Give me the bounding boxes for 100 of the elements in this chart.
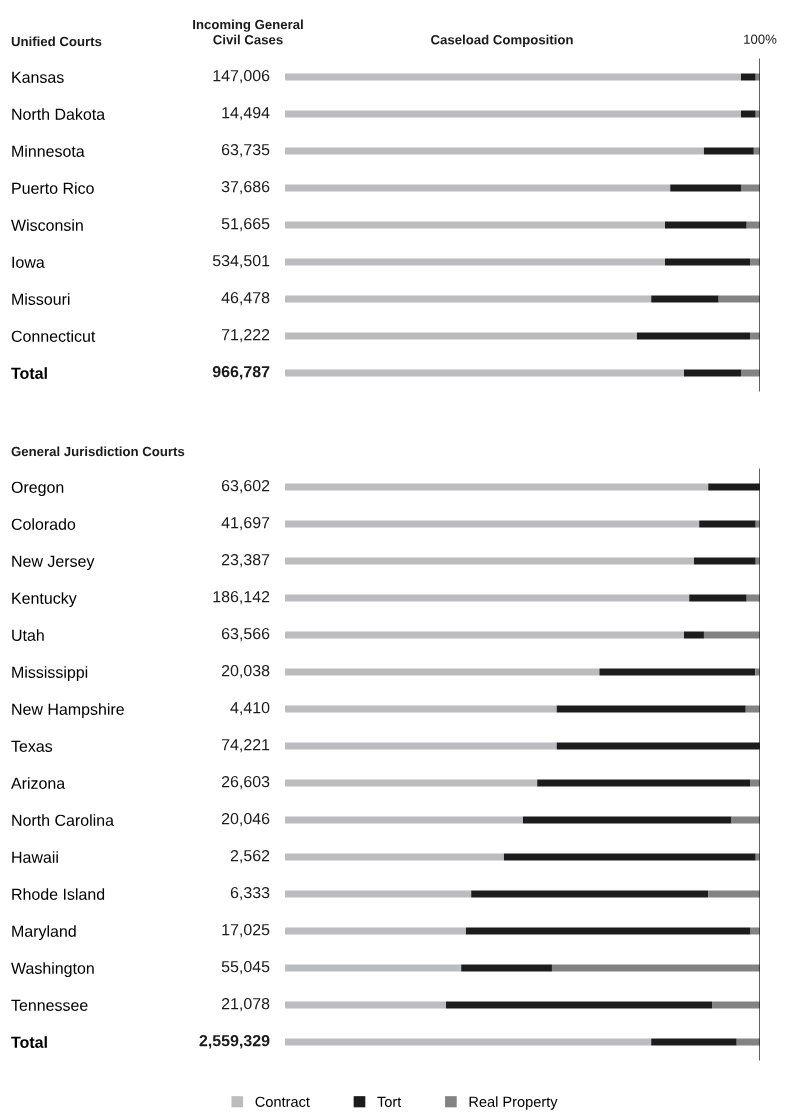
text: 55,045	[221, 960, 270, 975]
bar	[741, 369, 760, 377]
bar	[285, 779, 538, 787]
text: 21,078	[221, 997, 270, 1012]
y-tick-label: New Hampshire	[12, 703, 124, 719]
text: 46,478	[221, 291, 270, 306]
legend-label: Contract	[255, 1096, 310, 1107]
bar	[684, 631, 704, 639]
text: 17,025	[222, 923, 270, 938]
bar	[670, 184, 741, 192]
bar	[285, 927, 466, 935]
bar	[665, 221, 747, 229]
bar	[703, 147, 754, 155]
bar	[708, 890, 760, 898]
bar	[636, 332, 751, 340]
bar	[741, 184, 760, 192]
bar	[471, 890, 709, 898]
text: 71,222	[221, 328, 270, 343]
bar	[285, 110, 741, 118]
text: 20,046	[221, 812, 270, 827]
bar	[684, 369, 741, 377]
bar	[285, 853, 504, 861]
ref-line-label: 100%	[744, 34, 777, 44]
text: 2,562	[230, 849, 270, 864]
bar	[285, 1001, 447, 1009]
y-tick-label: Oregon	[11, 481, 64, 497]
text: 41,697	[221, 516, 270, 531]
bar	[712, 1001, 760, 1009]
y-tick-label: Hawaii	[12, 851, 58, 863]
bar	[446, 1001, 713, 1009]
y-tick-label: Texas	[11, 740, 53, 752]
y-tick-label: Wisconsin	[11, 219, 83, 231]
text: 63,566	[221, 627, 270, 642]
text: Incoming General Civil Cases	[193, 19, 303, 45]
text: 26,603	[221, 775, 270, 790]
bar	[503, 853, 756, 861]
bar	[693, 557, 756, 565]
bar	[699, 520, 756, 528]
text: 63,602	[221, 479, 270, 494]
bar	[285, 483, 709, 491]
bar	[285, 1038, 652, 1046]
bar	[285, 73, 741, 81]
text: 37,686	[221, 180, 270, 195]
bar	[465, 927, 751, 935]
bar	[750, 258, 760, 266]
bar	[285, 332, 637, 340]
text: 23,387	[221, 553, 270, 568]
text: 147,006	[213, 69, 270, 84]
bar	[285, 631, 684, 639]
bar	[285, 890, 472, 898]
y-tick-label: Utah	[12, 629, 44, 641]
y-tick-label: Iowa	[12, 256, 45, 268]
bar	[599, 668, 756, 676]
y-tick-label: Missouri	[12, 293, 70, 305]
bar	[551, 964, 760, 972]
y-tick-label: Total	[11, 367, 47, 379]
bar	[745, 705, 760, 713]
text: 6,333	[230, 886, 270, 901]
bar	[750, 927, 760, 935]
y-tick-label: Maryland	[12, 925, 76, 941]
bar	[285, 816, 523, 824]
text: 966,787	[212, 365, 270, 380]
y-tick-label: Kentucky	[12, 592, 77, 608]
y-tick-label: Arizona	[11, 777, 66, 789]
bar	[285, 258, 665, 266]
bar	[537, 779, 751, 787]
text: 4,410	[230, 701, 270, 716]
y-tick-label: North Carolina	[12, 814, 114, 826]
bar	[285, 221, 665, 229]
bar	[556, 705, 746, 713]
y-tick-label: Kansas	[12, 71, 64, 83]
bar	[746, 594, 760, 602]
bar	[741, 110, 756, 118]
y-tick-label: Mississippi	[12, 666, 88, 682]
bar	[741, 73, 756, 81]
y-tick-label: Connecticut	[11, 330, 96, 342]
bar	[651, 295, 719, 303]
text: 14,494	[222, 106, 270, 121]
text: General Jurisdiction Courts	[11, 446, 185, 457]
bar	[285, 742, 557, 750]
bar	[736, 1038, 760, 1046]
text: 51,665	[221, 217, 270, 232]
y-tick-label: Minnesota	[12, 145, 85, 157]
bar	[285, 705, 557, 713]
text: 534,501	[212, 254, 270, 269]
bar	[718, 295, 760, 303]
bar	[750, 332, 760, 340]
bar	[665, 258, 751, 266]
bar	[689, 594, 747, 602]
bar	[285, 369, 684, 377]
y-tick-label: Washington	[11, 962, 94, 978]
bar	[285, 668, 600, 676]
bar	[750, 779, 760, 787]
y-tick-label: Puerto Rico	[12, 182, 94, 194]
y-tick-label: Colorado	[11, 518, 76, 530]
bar	[703, 631, 760, 639]
bar	[285, 520, 700, 528]
text: Caseload Composition	[431, 34, 573, 47]
bar	[285, 964, 462, 972]
text: 2,559,329	[199, 1034, 270, 1049]
